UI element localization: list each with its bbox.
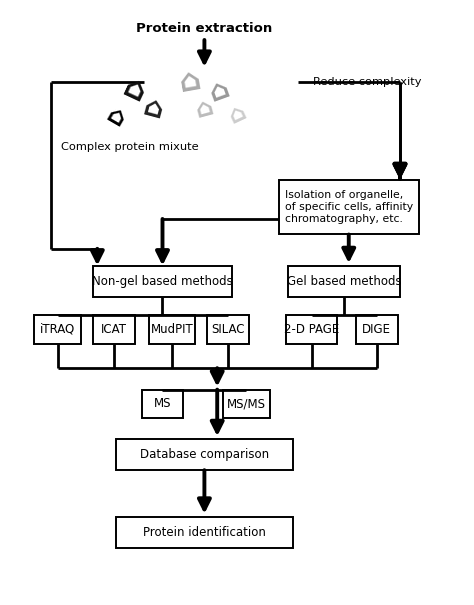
FancyBboxPatch shape: [116, 439, 293, 470]
Text: Complex protein mixute: Complex protein mixute: [61, 142, 199, 152]
FancyBboxPatch shape: [148, 315, 195, 344]
Text: MS/MS: MS/MS: [227, 397, 266, 410]
Text: ⌂: ⌂: [204, 74, 233, 107]
FancyBboxPatch shape: [35, 315, 81, 344]
FancyBboxPatch shape: [116, 517, 293, 548]
FancyBboxPatch shape: [288, 266, 400, 297]
FancyBboxPatch shape: [92, 266, 232, 297]
FancyBboxPatch shape: [207, 315, 249, 344]
FancyBboxPatch shape: [142, 390, 183, 418]
Text: MudPIT: MudPIT: [150, 323, 193, 336]
Text: SILAC: SILAC: [211, 323, 245, 336]
FancyBboxPatch shape: [356, 315, 398, 344]
Text: ⌂: ⌂: [177, 65, 204, 98]
Text: ⌂: ⌂: [102, 103, 130, 132]
Text: MS: MS: [154, 397, 171, 410]
Text: DIGE: DIGE: [362, 323, 391, 336]
Text: 2-D PAGE: 2-D PAGE: [284, 323, 339, 336]
Text: iTRAQ: iTRAQ: [40, 323, 75, 336]
Text: Isolation of organelle,
of specific cells, affinity
chromatography, etc.: Isolation of organelle, of specific cell…: [285, 191, 413, 224]
FancyBboxPatch shape: [92, 315, 135, 344]
Text: ⌂: ⌂: [118, 73, 151, 108]
Text: Reduce complexity: Reduce complexity: [313, 77, 422, 87]
Text: ICAT: ICAT: [100, 323, 127, 336]
Text: Protein identification: Protein identification: [143, 526, 266, 538]
Text: ⌂: ⌂: [224, 100, 250, 129]
FancyBboxPatch shape: [223, 390, 270, 418]
Text: Non-gel based methods: Non-gel based methods: [92, 275, 233, 288]
FancyBboxPatch shape: [279, 180, 419, 235]
Text: Gel based methods: Gel based methods: [287, 275, 401, 288]
Text: Protein extraction: Protein extraction: [137, 22, 273, 34]
FancyBboxPatch shape: [286, 315, 337, 344]
Text: ⌂: ⌂: [140, 93, 166, 125]
Text: Database comparison: Database comparison: [140, 448, 269, 461]
Text: ⌂: ⌂: [192, 94, 216, 122]
